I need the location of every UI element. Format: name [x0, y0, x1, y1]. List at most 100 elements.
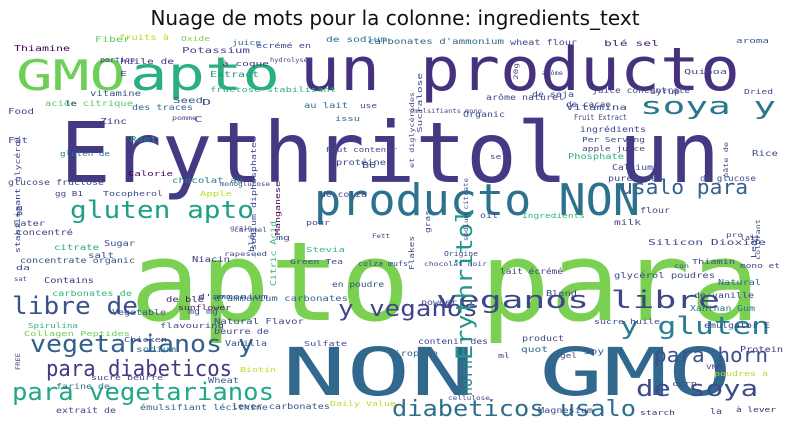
cloud-word: usalo para: [620, 175, 748, 199]
cloud-word: sucre beurre: [91, 374, 163, 382]
cloud-word: con: [674, 263, 690, 270]
cloud-word: flavouring: [160, 322, 224, 330]
cloud-word: pour: [306, 219, 330, 227]
cloud-word: Collagen Peptides: [24, 330, 130, 338]
cloud-word: mono et: [740, 262, 780, 270]
cloud-word: Erythritol: [453, 208, 478, 360]
cloud-word: VNR: [706, 364, 724, 371]
cloud-word: sunflower: [178, 304, 231, 312]
cloud-word: sodium diphosphates: [250, 136, 258, 250]
cloud-word: Thiamin: [692, 258, 735, 266]
cloud-word: B6: [362, 161, 376, 170]
cloud-word: emulgator E: [704, 321, 770, 330]
cloud-word: _blé_: [248, 227, 256, 258]
cloud-word: Organic: [463, 110, 505, 119]
cloud-word: Flakes: [408, 236, 416, 270]
cloud-word: quot: [521, 345, 548, 354]
cloud-word: Manganese: [274, 181, 282, 235]
cloud-word: un producto: [300, 35, 740, 105]
cloud-word: blé sel: [604, 38, 659, 48]
cloud-word: sel: [490, 153, 507, 161]
cloud-word: Xanthan Gum: [690, 304, 755, 313]
cloud-word: carbonates de: [52, 289, 132, 298]
cloud-word: corn: [672, 380, 697, 388]
cloud-word: Potassium: [182, 46, 250, 55]
cloud-word: mg mg: [188, 307, 218, 316]
cloud-word: vitamine: [90, 89, 141, 98]
cloud-word: Tocopherol: [103, 190, 163, 198]
cloud-word: la: [710, 407, 722, 416]
cloud-word: contenir des: [418, 337, 488, 346]
cloud-word: de soja: [532, 90, 574, 99]
cloud-word: g: [16, 204, 23, 212]
cloud-word: Food: [8, 107, 34, 116]
cloud-word: gg B1: [55, 190, 83, 198]
cloud-word: veganos libre: [436, 286, 720, 314]
cloud-word: caramel: [234, 227, 267, 234]
cloud-word: flour: [640, 206, 670, 215]
cloud-word: concentrate organic: [20, 256, 135, 265]
cloud-word: d'ammonium: [198, 293, 268, 301]
cloud-word: des traces: [132, 103, 193, 112]
cloud-word: sat: [14, 276, 27, 283]
cloud-word: beurre de: [214, 327, 269, 336]
cloud-word: Calorie: [128, 170, 173, 178]
cloud-word: P: [16, 211, 23, 219]
cloud-word: Wheat: [208, 376, 239, 385]
cloud-word: 20g: [513, 62, 520, 80]
cloud-word: Soy: [584, 347, 604, 356]
cloud-word: Citric Acid: [269, 221, 278, 286]
cloud-word: glucose fructose: [8, 178, 104, 187]
cloud-word: acide citrique: [45, 99, 133, 108]
cloud-word: Fiber: [95, 35, 130, 44]
cloud-word: salt: [88, 251, 114, 260]
cloud-word: carbonates d'ammonium: [368, 37, 504, 46]
cloud-word: cellulose: [448, 395, 490, 402]
cloud-word: pâte de: [723, 141, 730, 178]
cloud-word: colza œufs: [358, 260, 408, 268]
cloud-word: juice: [232, 39, 261, 47]
cloud-word: sodium: [136, 345, 176, 354]
cloud-word: Sugar: [104, 239, 135, 248]
cloud-word: Extract: [210, 70, 259, 79]
cloud-word: water: [14, 219, 45, 228]
cloud-word: GMO: [16, 51, 126, 100]
cloud-word: émulsifiants mono: [410, 108, 482, 115]
cloud-word: gras: [424, 210, 432, 233]
cloud-word: d'ammonium carbonates: [214, 294, 348, 303]
cloud-word: Blend: [546, 289, 577, 298]
cloud-word: stabilisant glycérol: [14, 135, 22, 253]
cloud-word: apto: [130, 47, 280, 101]
cloud-word: Seed: [173, 96, 203, 105]
cloud-word: C: [194, 115, 203, 124]
cloud-word: FREE: [15, 353, 22, 370]
cloud-word: juice concentrate: [592, 86, 690, 95]
cloud-word: Erythritol un: [60, 104, 720, 202]
cloud-word: de cacao: [566, 100, 611, 109]
cloud-word: Phosphate: [568, 152, 624, 161]
cloud-word: Fat: [8, 136, 28, 145]
cloud-word: apple juice: [582, 145, 645, 153]
cloud-word: apto para: [130, 218, 760, 346]
cloud-word: rapeseed: [224, 251, 268, 258]
cloud-word: concentré: [16, 227, 73, 237]
cloud-word: ingrédients: [580, 124, 646, 134]
cloud-word: glycérol poudres: [614, 270, 715, 280]
cloud-word: gluten de: [60, 150, 110, 158]
cloud-word: soya y: [640, 92, 776, 120]
cloud-word: en poudre: [332, 280, 384, 289]
cloud-word: gluten apto: [70, 196, 254, 224]
cloud-word: chocolat noir: [424, 261, 488, 268]
cloud-word: lait écrémé: [500, 266, 563, 276]
cloud-word: Silicon Dioxide: [648, 238, 766, 247]
cloud-word: de sodium: [326, 35, 387, 44]
cloud-word: arôme: [542, 70, 563, 77]
cloud-word: Chicken: [124, 336, 167, 344]
cloud-word: y veganos: [338, 297, 478, 322]
cloud-word: Green Tea: [290, 258, 343, 266]
cloud-word: citrate: [54, 243, 99, 252]
cloud-word: para vegetarianos: [12, 378, 274, 406]
cloud-word: de colza: [320, 190, 367, 199]
cloud-word: use: [360, 102, 377, 110]
